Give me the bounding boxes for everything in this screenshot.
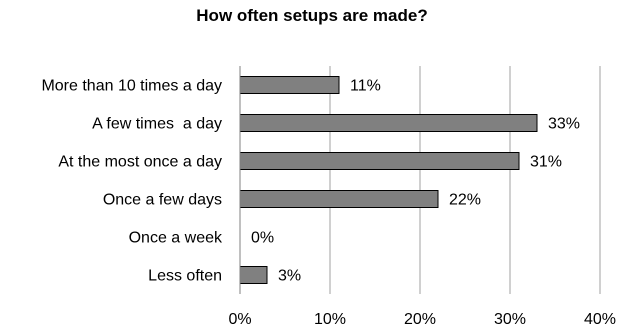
bar (239, 266, 268, 284)
category-label: More than 10 times a day (41, 78, 222, 95)
data-label: 22% (449, 192, 481, 209)
bars (239, 76, 538, 284)
category-label: A few times a day (92, 116, 222, 133)
x-tick-label: 20% (404, 311, 436, 328)
x-tick-label: 10% (314, 311, 346, 328)
chart-title: How often setups are made? (196, 6, 428, 25)
category-label: Once a week (129, 230, 223, 247)
gridlines (329, 66, 601, 294)
bar (239, 190, 439, 208)
x-tick-label: 40% (584, 311, 616, 328)
x-tick-label: 30% (494, 311, 526, 328)
bar (239, 76, 340, 94)
data-label: 31% (530, 154, 562, 171)
x-tick-labels: 0% 10% 20% 30% 40% (228, 311, 616, 328)
category-label: At the most once a day (58, 154, 222, 171)
data-labels: 11% 33% 31% 22% 0% 3% (251, 78, 580, 285)
bar (239, 114, 538, 132)
category-labels: More than 10 times a day A few times a da… (41, 78, 223, 285)
category-label: Less often (148, 268, 222, 285)
data-label: 11% (350, 78, 381, 95)
category-label: Once a few days (103, 192, 222, 209)
bar (239, 152, 520, 170)
x-tick-label: 0% (228, 311, 251, 328)
data-label: 3% (278, 268, 301, 285)
data-label: 33% (548, 116, 580, 133)
data-label: 0% (251, 230, 274, 247)
